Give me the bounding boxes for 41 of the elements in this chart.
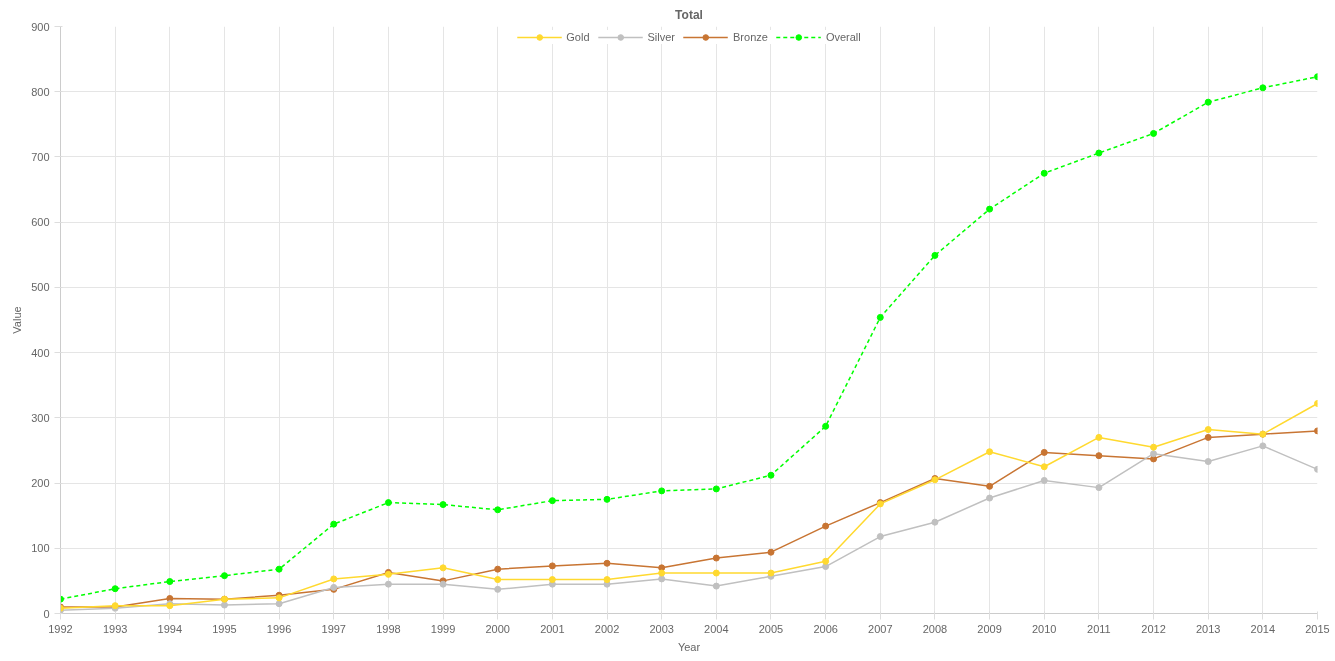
x-tick-label: 1999 xyxy=(430,622,456,635)
x-tick-label: 2004 xyxy=(704,622,729,635)
y-tick-label: 900 xyxy=(31,20,50,33)
x-tick-label: 2002 xyxy=(594,622,620,635)
x-tick-label: 2012 xyxy=(1141,622,1166,635)
legend-label: Overall xyxy=(825,31,861,43)
y-tick-label: 0 xyxy=(43,607,50,620)
legend-label: Gold xyxy=(566,31,590,43)
y-tick-label: 200 xyxy=(31,477,50,490)
x-tick-label: 2007 xyxy=(868,622,893,635)
y-tick-label: 600 xyxy=(31,216,50,229)
y-axis-title: Value xyxy=(11,306,24,334)
x-axis-title: Year xyxy=(677,640,701,653)
legend-label: Silver xyxy=(647,31,676,43)
x-tick-label: 1993 xyxy=(102,622,128,635)
x-tick-label: 2013 xyxy=(1195,622,1221,635)
x-tick-label: 2005 xyxy=(758,622,784,635)
chart-title: Total xyxy=(675,7,703,22)
x-tick-label: 2015 xyxy=(1305,622,1330,635)
x-tick-label: 1998 xyxy=(376,622,401,635)
legend-label: Bronze xyxy=(733,31,768,43)
x-tick-label: 2000 xyxy=(485,622,510,635)
y-tick-label: 700 xyxy=(31,150,50,163)
x-tick-label: 1994 xyxy=(157,622,183,635)
x-tick-label: 2014 xyxy=(1250,622,1276,635)
y-tick-label: 300 xyxy=(31,411,50,424)
x-tick-label: 1996 xyxy=(266,622,292,635)
x-tick-label: 2001 xyxy=(540,622,565,635)
y-tick-label: 100 xyxy=(31,542,50,555)
y-tick-label: 800 xyxy=(31,85,50,98)
x-tick-label: 1995 xyxy=(212,622,237,635)
x-tick-label: 2008 xyxy=(922,622,948,635)
y-tick-label: 500 xyxy=(31,281,50,294)
x-tick-label: 2011 xyxy=(1087,622,1111,635)
x-tick-label: 2006 xyxy=(813,622,838,635)
x-tick-label: 1992 xyxy=(48,622,73,635)
x-tick-label: 1997 xyxy=(321,622,347,635)
x-tick-label: 2009 xyxy=(977,622,1002,635)
y-tick-label: 400 xyxy=(31,346,50,359)
x-tick-label: 2003 xyxy=(649,622,674,635)
x-tick-label: 2010 xyxy=(1032,622,1057,635)
